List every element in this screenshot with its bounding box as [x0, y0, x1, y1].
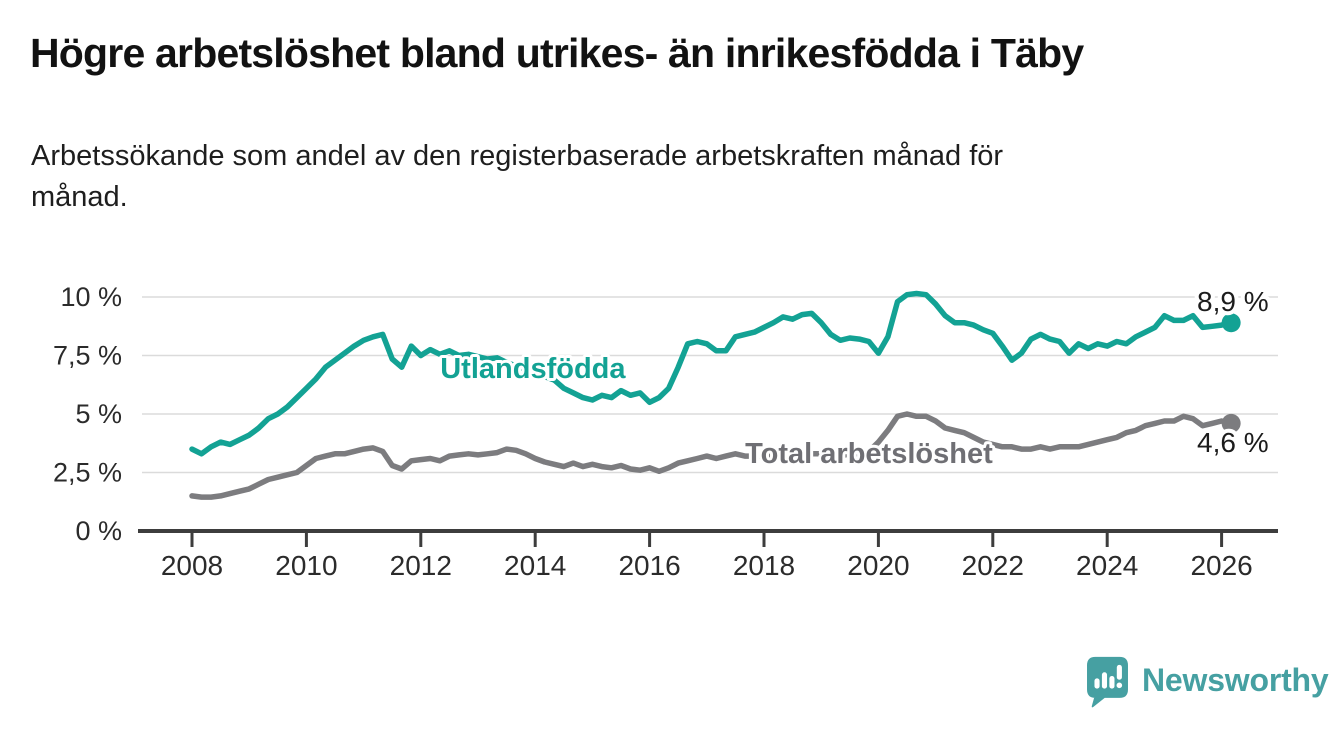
logo-bar-3 [1109, 676, 1115, 689]
newsworthy-logo-text: Newsworthy [1142, 661, 1329, 698]
newsworthy-logo-icon [1087, 656, 1128, 708]
x-axis-label: 2010 [275, 550, 337, 581]
series-end-dot-utlandsfodda [1221, 313, 1241, 333]
x-axis-label: 2018 [733, 550, 795, 581]
logo-bar-1 [1094, 678, 1100, 689]
logo-bar-2 [1101, 672, 1108, 689]
speech-bubble-shape [1087, 656, 1128, 708]
x-axis-label: 2024 [1076, 550, 1138, 581]
y-axis-label: 5 % [75, 399, 122, 429]
x-axis-label: 2022 [962, 550, 1024, 581]
newsworthy-logo: Newsworthy [1084, 655, 1329, 711]
series-end-dot-total [1221, 413, 1241, 433]
logo-exclamation-dot [1116, 682, 1123, 689]
y-axis-label: 2,5 % [53, 458, 122, 488]
chart-subtitle: Arbetssökande som andel av den registerb… [31, 136, 1251, 218]
y-axis-label: 0 % [75, 516, 122, 546]
y-axis-label: 10 % [60, 282, 122, 312]
end-value-label-total: 4,6 % [1197, 427, 1269, 458]
x-axis-label: 2020 [847, 550, 909, 581]
series-label-total: Total arbetslöshet [745, 438, 993, 470]
y-axis-label: 7,5 % [53, 341, 122, 371]
series-line-utlandsfodda [189, 290, 1234, 457]
chart-subtitle-line-1: Arbetssökande som andel av den registerb… [31, 140, 1004, 172]
chart-title: Högre arbetslöshet bland utrikes- än inr… [30, 30, 1084, 76]
x-axis-label: 2014 [504, 550, 566, 581]
series-line-total [189, 411, 1234, 500]
end-value-label-utlandsfodda: 8,9 % [1197, 286, 1269, 317]
x-axis-label: 2012 [390, 550, 452, 581]
x-axis-label: 2016 [618, 550, 680, 581]
chart-subtitle-line-2: månad. [31, 181, 128, 214]
series-label-utlandsfodda: Utlandsfödda [440, 353, 626, 385]
x-axis-label: 2008 [161, 550, 223, 581]
x-axis-label: 2026 [1190, 550, 1252, 581]
logo-exclamation-stem [1116, 664, 1122, 680]
